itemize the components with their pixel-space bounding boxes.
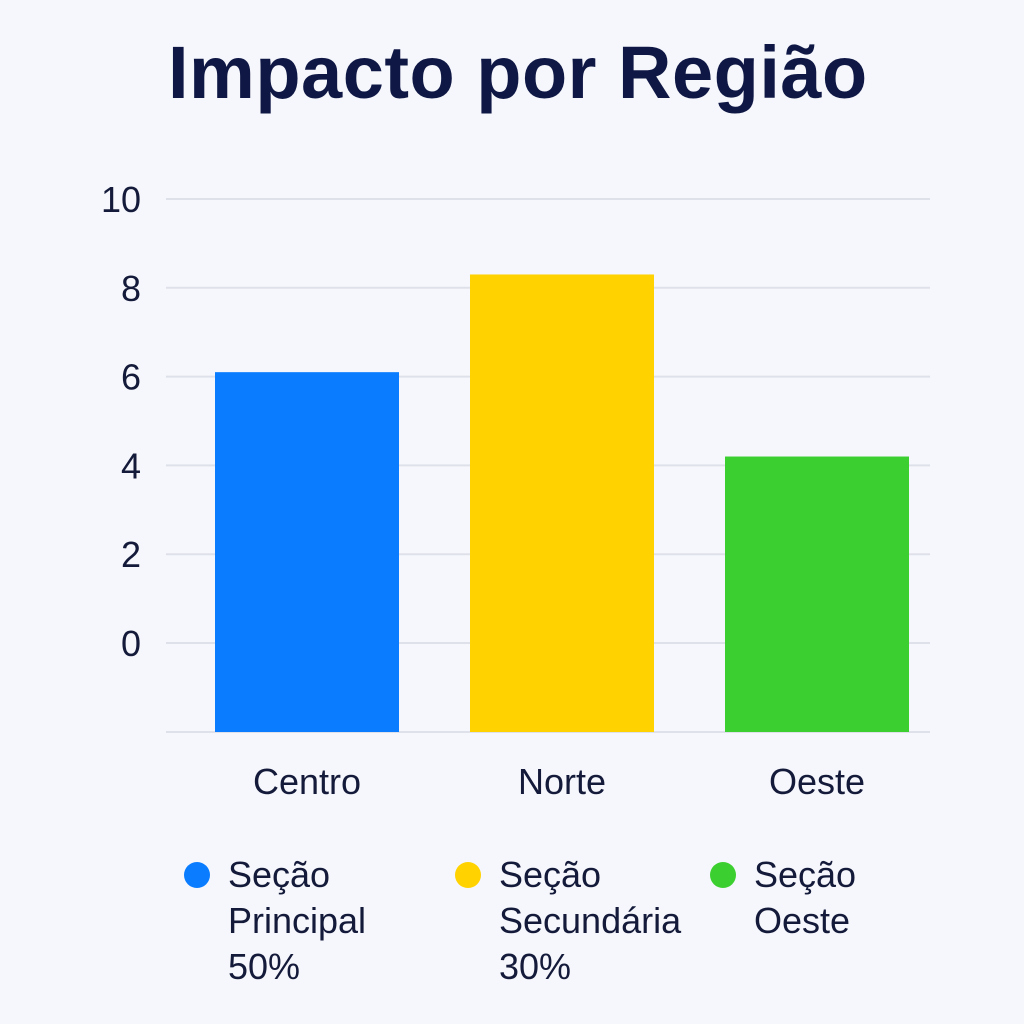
legend: Seção Principal 50% Seção Secundária 30%… bbox=[0, 852, 1024, 1012]
y-tick-label: 8 bbox=[121, 268, 141, 309]
legend-item-oeste: Seção Oeste bbox=[710, 852, 856, 944]
y-tick-label: 4 bbox=[121, 445, 141, 486]
legend-item-secundaria: Seção Secundária 30% bbox=[455, 852, 681, 990]
legend-label-secundaria: Seção Secundária 30% bbox=[499, 854, 682, 987]
y-tick-label: 6 bbox=[121, 357, 141, 398]
legend-item-principal: Seção Principal 50% bbox=[184, 852, 366, 990]
y-tick-label: 10 bbox=[101, 179, 141, 220]
bar-norte bbox=[470, 274, 654, 732]
bar-centro bbox=[215, 372, 399, 732]
legend-swatch-secundaria bbox=[455, 862, 481, 888]
y-axis-ticks: 0 2 4 6 8 10 bbox=[101, 179, 141, 664]
category-label-centro: Centro bbox=[253, 761, 361, 802]
legend-swatch-oeste bbox=[710, 862, 736, 888]
legend-swatch-principal bbox=[184, 862, 210, 888]
legend-label-principal: Seção Principal 50% bbox=[228, 854, 367, 987]
category-label-norte: Norte bbox=[518, 761, 606, 802]
bar-oeste bbox=[725, 456, 909, 732]
category-label-oeste: Oeste bbox=[769, 761, 865, 802]
x-axis-categories: Centro Norte Oeste bbox=[253, 761, 865, 802]
chart-title: Impacto por Região bbox=[168, 31, 868, 114]
bar-chart: 0 2 4 6 8 10 Centro Norte Oeste bbox=[101, 179, 930, 802]
bars bbox=[215, 274, 909, 732]
y-tick-label: 0 bbox=[121, 623, 141, 664]
y-tick-label: 2 bbox=[121, 534, 141, 575]
legend-label-oeste: Seção Oeste bbox=[754, 854, 857, 941]
